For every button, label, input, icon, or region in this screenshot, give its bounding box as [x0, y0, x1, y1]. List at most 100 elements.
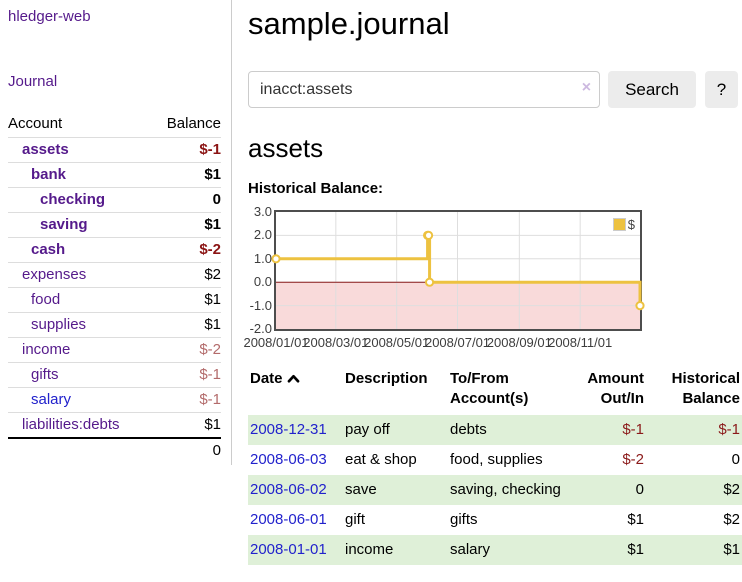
account-link[interactable]: liabilities:debts [22, 416, 120, 433]
account-link[interactable]: saving [40, 216, 88, 233]
account-link[interactable]: checking [40, 191, 106, 208]
transaction-date-link[interactable]: 2008-06-02 [250, 480, 327, 498]
account-balance: $1 [151, 162, 221, 188]
transaction-balance: $2 [723, 510, 740, 528]
account-balance: $2 [151, 262, 221, 288]
account-row: expenses $2 [8, 262, 221, 288]
x-axis-tick: 2008/09/01 [486, 335, 552, 350]
transaction-amount: $1 [627, 510, 644, 528]
register-col-date[interactable]: Date [248, 366, 345, 415]
account-row: food $1 [8, 287, 221, 313]
main-content: sample.journal × Search ? assets Histori… [232, 0, 742, 565]
account-row: gifts $-1 [8, 362, 221, 388]
transaction-date-link[interactable]: 2008-06-01 [250, 510, 327, 528]
clear-search-icon[interactable]: × [581, 79, 592, 96]
account-row: saving $1 [8, 212, 221, 238]
account-link[interactable]: bank [31, 166, 67, 183]
transaction-accounts: gifts [450, 510, 478, 528]
account-row: assets $-1 [8, 137, 221, 163]
register-col-description[interactable]: Description [345, 370, 428, 387]
account-row: supplies $1 [8, 312, 221, 338]
accounts-col-account: Account [8, 115, 63, 132]
account-row: salary $-1 [8, 387, 221, 413]
account-link[interactable]: supplies [31, 316, 87, 333]
transaction-date-link[interactable]: 2008-01-01 [250, 540, 327, 558]
account-balance: $-1 [151, 387, 221, 413]
register-table: Date Description To/From Account(s) Amou… [248, 366, 742, 565]
transaction-amount: $1 [627, 540, 644, 558]
register-col-accounts[interactable]: To/From Account(s) [450, 370, 529, 408]
register-col-balance[interactable]: Historical Balance [671, 370, 740, 408]
account-link[interactable]: expenses [22, 266, 87, 283]
search-input[interactable] [248, 71, 601, 108]
account-balance: $1 [151, 312, 221, 338]
transaction-amount: $-1 [622, 420, 644, 438]
account-balance: $-2 [151, 237, 221, 263]
transaction-balance: $1 [723, 540, 740, 558]
transaction-description: pay off [345, 420, 390, 438]
account-row: liabilities:debts $1 [8, 412, 221, 438]
search-button[interactable]: Search [608, 71, 696, 108]
y-axis-tick: 2.0 [253, 227, 272, 243]
transaction-description: save [345, 480, 377, 498]
transaction-row: 2008-01-01 income salary $1 $1 [248, 534, 742, 565]
app-layout: hledger-web Journal Account Balance asse… [0, 0, 742, 565]
chart-section-label: Historical Balance: [248, 180, 384, 197]
transaction-accounts: debts [450, 420, 487, 438]
account-row: bank $1 [8, 162, 221, 188]
balance-chart: $3.0 2.0 1.0 0.0 -1.0 -2.0 2008/01/01 2008/03/0… [243, 204, 648, 350]
account-row: cash $-2 [8, 237, 221, 263]
y-axis-tick: 0.0 [253, 274, 272, 290]
help-button[interactable]: ? [704, 71, 738, 108]
x-axis-tick: 2008/03/01 [303, 335, 369, 350]
account-balance: $-1 [151, 137, 221, 163]
x-axis-tick: 2008/01/01 [243, 335, 309, 350]
transaction-row: 2008-06-01 gift gifts $1 $2 [248, 505, 742, 535]
account-balance: 0 [151, 187, 221, 213]
account-link[interactable]: salary [31, 391, 72, 408]
account-link[interactable]: income [22, 341, 71, 358]
account-title: assets [248, 133, 324, 163]
transaction-date-link[interactable]: 2008-12-31 [250, 420, 327, 438]
brand-link[interactable]: hledger-web [8, 8, 91, 25]
transaction-row: 2008-06-03 eat & shop food, supplies $-2… [248, 445, 742, 475]
account-balance: $1 [151, 212, 221, 238]
register-col-amount[interactable]: Amount Out/In [587, 370, 644, 408]
account-link[interactable]: gifts [31, 366, 59, 383]
account-link[interactable]: cash [31, 241, 66, 258]
transaction-balance: $2 [723, 480, 740, 498]
chart-plot-area: $ [271, 210, 645, 331]
account-balance: $1 [151, 287, 221, 313]
x-axis-tick: 2008/07/01 [424, 335, 491, 350]
y-axis-tick: -2.0 [249, 321, 272, 336]
sidebar: hledger-web Journal Account Balance asse… [0, 0, 232, 465]
accounts-table: Account Balance assets $-1 bank $1 check… [8, 111, 221, 463]
x-axis-tick: 2008/05/01 [364, 335, 430, 350]
transaction-description: eat & shop [345, 450, 417, 468]
chart-canvas [271, 212, 645, 329]
transaction-date-link[interactable]: 2008-06-03 [250, 450, 327, 468]
search-form: × Search ? [248, 71, 738, 108]
account-balance: $1 [151, 412, 221, 438]
sidebar-item-journal[interactable]: Journal [8, 73, 58, 90]
chart-legend: $ [612, 217, 635, 232]
account-link[interactable]: food [31, 291, 61, 308]
x-axis-tick: 2008/11/01 [548, 335, 613, 350]
account-row: income $-2 [8, 337, 221, 363]
legend-swatch-icon [612, 218, 626, 231]
register-header-row: Date Description To/From Account(s) Amou… [248, 366, 742, 415]
legend-label: $ [627, 217, 635, 232]
transaction-accounts: food, supplies [450, 450, 543, 468]
y-axis-tick: 3.0 [253, 204, 272, 219]
y-axis-tick: -1.0 [249, 297, 272, 313]
page-title: sample.journal [248, 6, 450, 41]
transaction-amount: $-2 [622, 450, 644, 468]
transaction-amount: 0 [635, 480, 644, 498]
account-row: checking 0 [8, 187, 221, 213]
transaction-row: 2008-12-31 pay off debts $-1 $-1 [248, 414, 742, 445]
account-balance: $-2 [151, 337, 221, 363]
account-link[interactable]: assets [22, 141, 69, 158]
sort-ascending-icon [287, 369, 300, 389]
transaction-accounts: salary [450, 540, 491, 558]
account-balance: $-1 [151, 362, 221, 388]
